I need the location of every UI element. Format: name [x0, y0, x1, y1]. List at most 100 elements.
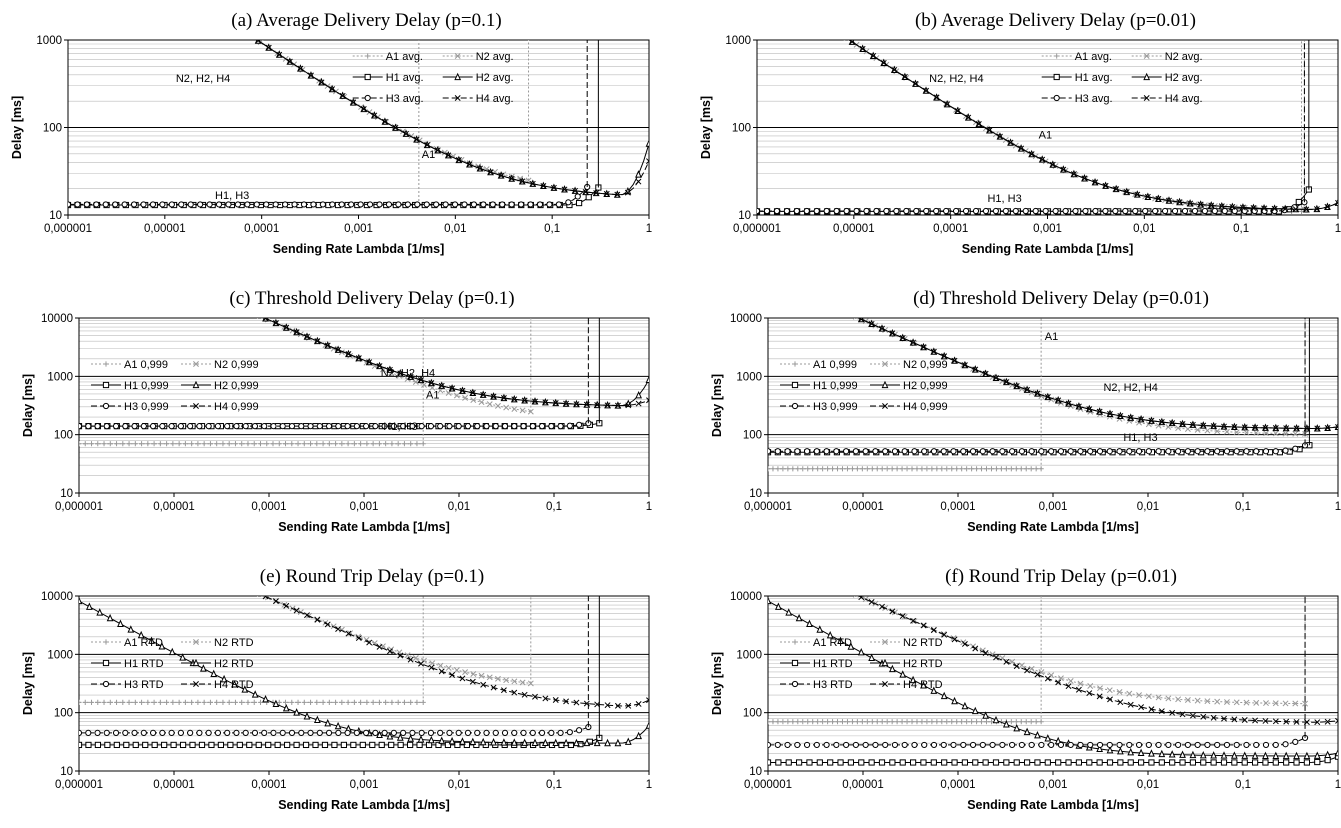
- chart-3-series-5-point: [951, 357, 958, 364]
- chart-0-series-1-point-shape: [149, 27, 154, 32]
- chart-3-series-0-point-shape: [1008, 466, 1014, 472]
- chart-3-series-0-point-shape: [978, 466, 985, 472]
- chart-4-series-5-point-shape: [449, 672, 456, 678]
- chart-0-series-5-point: [108, 27, 113, 32]
- chart-5-series-5-point-shape: [1003, 658, 1010, 665]
- chart-4-series-5-point-shape: [366, 639, 373, 646]
- chart-4-series-5-point: [159, 587, 164, 592]
- chart-2-series-0-point-shape: [332, 441, 339, 447]
- chart-3-series-4-point-shape: [979, 448, 986, 455]
- chart-5-series-0-point: [785, 719, 791, 725]
- chart-1-legend-marker: [1053, 94, 1060, 102]
- chart-4-series-3-point: [500, 738, 508, 746]
- chart-2-x-tick-label: 1: [646, 501, 652, 513]
- chart-5-series-0-point-shape: [790, 719, 796, 725]
- chart-1-series-1-point-shape: [804, 27, 809, 32]
- chart-2-legend-label: N2 0,999: [214, 359, 259, 371]
- chart-4-series-0-point-shape: [307, 699, 314, 705]
- chart-4-series-5-point: [149, 587, 154, 592]
- chart-2-series-5-point: [469, 389, 476, 396]
- chart-4-series-3-point: [282, 704, 290, 712]
- chart-1-series-4-point-shape: [1201, 207, 1208, 215]
- chart-3-series-0-point-shape: [780, 466, 786, 472]
- chart-0-series-3-point: [160, 27, 165, 33]
- chart-5-series-4-point: [1018, 741, 1025, 749]
- chart-2-series-4-point-shape: [566, 422, 573, 429]
- chart-2-series-1-point: [134, 309, 139, 314]
- chart-1-series-4-point-shape: [783, 207, 790, 215]
- chart-3-series-0-point-shape: [973, 466, 980, 472]
- chart-3-series-4-point: [999, 448, 1006, 455]
- chart-0-series-3-point: [150, 27, 155, 33]
- chart-5-series-2-point: [1137, 759, 1145, 766]
- chart-4-series-3-point-shape: [614, 738, 622, 747]
- chart-3-series-4-point-shape: [1165, 448, 1172, 455]
- chart-4-series-0-point-shape: [95, 699, 101, 705]
- chart-3-series-4-point: [960, 448, 967, 455]
- chart-4-series-5-point: [521, 691, 528, 698]
- chart-5-series-3-point-shape: [1137, 748, 1145, 757]
- chart-5-series-4-point: [1009, 741, 1016, 749]
- chart-3-series-0-point: [790, 466, 796, 472]
- chart-4-series-4-point-shape: [381, 729, 388, 736]
- chart-5-series-0-point: [1008, 719, 1014, 725]
- chart-4-series-4-point-shape: [205, 729, 212, 736]
- chart-3-series-5-point: [868, 320, 875, 327]
- chart-3-series-0-point: [964, 466, 970, 472]
- chart-5-series-4-point: [1038, 741, 1045, 749]
- chart-5-series-1-point-shape: [1184, 697, 1191, 703]
- chart-3-series-0-point: [795, 466, 801, 472]
- chart-4-series-0-point-shape: [132, 699, 138, 705]
- chart-0-series-4-point-shape: [480, 201, 487, 208]
- chart-5-series-5-point-shape: [1024, 667, 1031, 674]
- chart-5-series-2-point-shape: [920, 759, 927, 766]
- chart-0-series-5-point: [308, 72, 314, 79]
- chart-5-series-0-point-shape: [805, 719, 811, 725]
- chart-0-series-4-point-shape: [376, 201, 383, 208]
- chart-5-series-5-point-shape: [1055, 679, 1062, 686]
- chart-4-series-5-point-shape: [190, 587, 195, 592]
- chart-2-series-3-point-shape: [128, 308, 133, 314]
- chart-4-series-5-point: [511, 689, 518, 696]
- chart-3-series-4-point: [979, 448, 986, 455]
- chart-1-series-3: [848, 40, 1338, 213]
- chart-4-series-4-point-shape: [177, 729, 184, 736]
- chart-5-series-1-point-shape: [1233, 699, 1240, 706]
- chart-0-series-1-point-shape: [174, 27, 179, 32]
- chart-2-series-5-point-shape: [573, 401, 580, 408]
- chart-0-series-5-point-shape: [381, 118, 388, 125]
- chart-5-series-0-point: [959, 719, 965, 725]
- chart-4-series-4-point: [298, 729, 305, 736]
- chart-5-series-0-point: [874, 719, 880, 725]
- chart-2-series-5-point-shape: [625, 402, 632, 409]
- chart-1-series-5-point-shape: [754, 27, 759, 32]
- chart-3-series-0-point-shape: [929, 466, 935, 472]
- chart-0-series-1-point: [250, 34, 255, 39]
- chart-4-series-4-point: [492, 729, 499, 736]
- chart-4-series-5-point: [469, 678, 476, 685]
- chart-0-series-3-point: [203, 27, 208, 33]
- chart-0-series-2-point: [585, 194, 592, 201]
- chart-0-series-5-point-shape: [371, 112, 378, 119]
- chart-2-series-4-point: [224, 423, 231, 430]
- chart-3-series-4-point-shape: [813, 448, 820, 455]
- chart-2-series-5-point: [107, 309, 112, 314]
- chart-2-series-0-point: [358, 441, 364, 447]
- chart-0-series-4-point-shape: [187, 201, 194, 208]
- chart-2-series-5-point-shape: [128, 309, 133, 314]
- chart-2-legend-marker: [193, 361, 199, 367]
- chart-1-series-4-point: [883, 207, 890, 215]
- chart-1-series-5-point-shape: [786, 27, 791, 32]
- chart-5-series-4-point: [852, 741, 859, 749]
- chart-4-series-5-point-shape: [159, 587, 164, 592]
- chart-4-y-tick-label: 100: [54, 708, 73, 720]
- chart-5-series-2-point-shape: [775, 759, 782, 766]
- chart-4-series-3-point: [262, 695, 269, 703]
- chart-4-series-2-point: [265, 741, 272, 749]
- chart-5-series-1-point: [1028, 665, 1035, 672]
- chart-3-series-4-point: [1106, 448, 1113, 455]
- chart-1-series-4-point-shape: [1022, 207, 1029, 215]
- chart-5-series-0-point-shape: [800, 719, 806, 725]
- chart-5-series-5-point: [1169, 709, 1176, 716]
- chart-4-series-1-point: [412, 655, 419, 661]
